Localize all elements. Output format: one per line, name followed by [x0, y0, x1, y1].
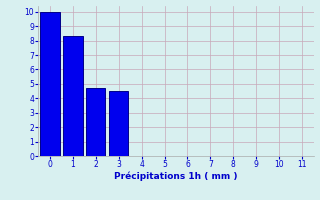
X-axis label: Précipitations 1h ( mm ): Précipitations 1h ( mm )	[114, 172, 238, 181]
Bar	[109, 91, 128, 156]
Bar	[86, 88, 106, 156]
Bar	[63, 36, 83, 156]
Bar	[40, 12, 60, 156]
